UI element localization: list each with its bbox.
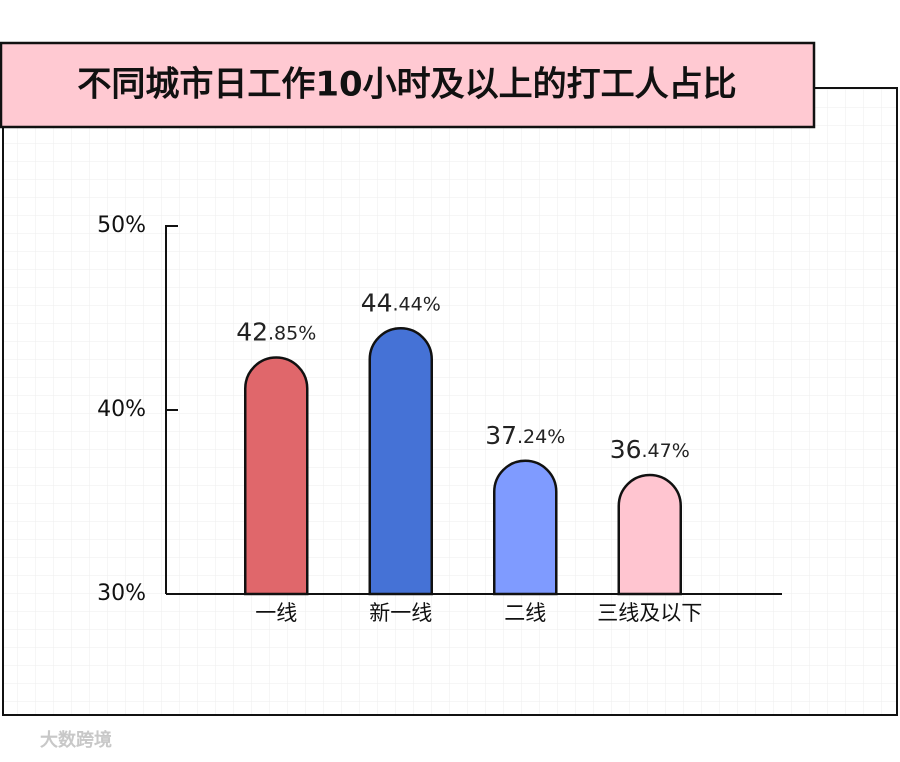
bar [493,459,558,596]
bar [244,356,309,596]
y-tick-label: 40% [97,397,146,422]
x-tick-label: 新一线 [369,601,432,625]
x-tick-label: 一线 [255,601,297,625]
watermark: 大数跨境 [40,729,112,751]
value-label: 36.47% [610,435,690,464]
value-label: 37.24% [485,421,565,450]
y-tick-label: 30% [97,581,146,606]
x-tick-label: 三线及以下 [597,601,702,625]
value-label: 44.44% [361,288,441,317]
bar [368,327,433,596]
value-label: 42.85% [236,318,316,347]
x-tick-label: 二线 [504,601,546,625]
title-box [0,41,816,129]
y-tick-label: 50% [97,213,146,238]
bar [617,473,682,596]
chart-title: 不同城市日工作10小时及以上的打工人占比 [77,65,736,105]
frame [2,87,898,716]
